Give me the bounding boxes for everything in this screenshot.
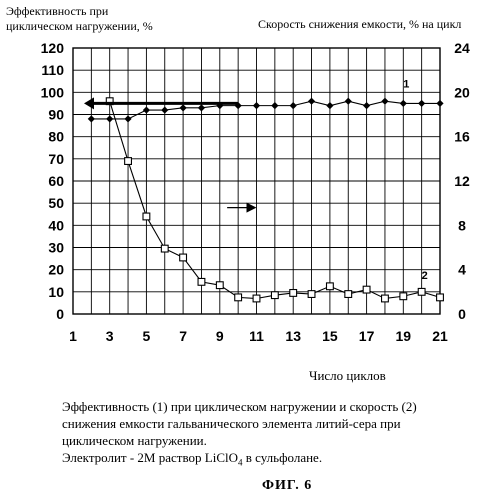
y-left-tick-label: 110 bbox=[41, 62, 64, 78]
series-1-point bbox=[106, 115, 114, 123]
x-tick-label: 13 bbox=[285, 328, 301, 344]
series-2-point bbox=[215, 281, 224, 290]
y-left-tick-label: 60 bbox=[48, 173, 64, 189]
series-1-point bbox=[326, 102, 334, 110]
series-2-point bbox=[436, 293, 444, 302]
annotation-arrow-head bbox=[246, 202, 257, 213]
series-1-point bbox=[142, 106, 150, 114]
caption-line-4-prefix: Электролит - 2М раствор LiClO bbox=[62, 450, 238, 465]
y-left-tick-label: 30 bbox=[48, 240, 64, 256]
series-1-point bbox=[161, 106, 169, 114]
x-tick-label: 17 bbox=[359, 328, 375, 344]
caption-line-2: снижения емкости гальванического элемент… bbox=[62, 416, 401, 431]
series-1-point bbox=[381, 97, 389, 105]
series-1-point bbox=[363, 102, 371, 110]
series-1-point bbox=[87, 115, 95, 123]
series-2-point bbox=[142, 212, 151, 221]
y-right-tick-label: 16 bbox=[454, 129, 470, 145]
y-right-tick-label: 4 bbox=[458, 262, 466, 278]
y-left-tick-label: 70 bbox=[48, 151, 64, 167]
y-left-tick-label: 20 bbox=[48, 262, 64, 278]
series-2-point bbox=[362, 285, 371, 294]
x-tick-label: 11 bbox=[249, 328, 264, 344]
series-2-point bbox=[417, 287, 426, 296]
series-2-point bbox=[270, 291, 279, 300]
x-tick-label: 1 bbox=[69, 328, 77, 344]
series-1-point bbox=[289, 102, 297, 110]
y-left-tick-label: 90 bbox=[48, 107, 64, 123]
y-axis-right-label: Скорость снижения емкости, % на цикл bbox=[258, 17, 462, 31]
figure-label: ФИГ. 6 bbox=[262, 478, 313, 493]
y-right-tick-label: 8 bbox=[458, 217, 466, 233]
y-left-tick-label: 100 bbox=[41, 84, 65, 100]
x-tick-label: 7 bbox=[179, 328, 187, 344]
series-1-point bbox=[307, 97, 316, 105]
x-tick-label: 3 bbox=[106, 328, 114, 344]
y-axis-left-label-line-2: циклическом нагружении, % bbox=[6, 19, 153, 33]
series-2-point bbox=[289, 288, 298, 297]
plot-frame bbox=[72, 47, 441, 315]
y-right-tick-label: 24 bbox=[454, 40, 470, 56]
caption-line-4-suffix: в сульфолане. bbox=[242, 450, 323, 465]
series-2-point bbox=[380, 294, 389, 303]
series-2-point bbox=[179, 253, 188, 262]
series-1-point bbox=[399, 99, 407, 108]
annotation-arrow-head bbox=[84, 97, 95, 110]
series-2-label: 2 bbox=[422, 270, 428, 282]
x-tick-label: 15 bbox=[322, 328, 338, 344]
series-1-point bbox=[124, 115, 132, 123]
y-left-tick-label: 50 bbox=[48, 195, 64, 211]
y-left-tick-label: 120 bbox=[41, 40, 65, 56]
series-1-point bbox=[436, 99, 444, 108]
caption-line-1: Эффективность (1) при циклическом нагруж… bbox=[62, 399, 417, 414]
x-axis-label: Число циклов bbox=[309, 368, 386, 383]
y-left-tick-label: 0 bbox=[56, 306, 64, 322]
series-2-point bbox=[252, 294, 261, 303]
y-right-tick-label: 12 bbox=[454, 173, 470, 189]
y-left-tick-label: 80 bbox=[48, 129, 64, 145]
y-left-tick-label: 40 bbox=[48, 217, 64, 233]
series-1-point bbox=[197, 104, 206, 112]
y-left-tick-label: 10 bbox=[48, 284, 64, 300]
series-2-point bbox=[344, 290, 353, 298]
y-right-tick-label: 20 bbox=[454, 84, 470, 100]
series-1-point bbox=[252, 102, 261, 110]
x-tick-label: 9 bbox=[216, 328, 224, 344]
series-2-point bbox=[307, 290, 316, 298]
y-axis-left-label: Эффективность при циклическом нагружении… bbox=[6, 4, 206, 34]
series-2-point bbox=[234, 293, 243, 302]
x-tick-label: 19 bbox=[396, 328, 412, 344]
series-2-point bbox=[124, 157, 133, 165]
caption-line-3: циклическом нагружении. bbox=[62, 433, 207, 448]
series-1-label: 1 bbox=[403, 78, 409, 90]
caption-line-4: Электролит - 2М раствор LiClO4 в сульфол… bbox=[62, 449, 482, 472]
series-1-point bbox=[344, 97, 352, 105]
series-1-point bbox=[179, 104, 187, 112]
series-2-point bbox=[325, 282, 334, 291]
y-right-tick-label: 0 bbox=[458, 306, 466, 322]
series-2-point bbox=[160, 244, 169, 253]
series-1-point bbox=[271, 102, 279, 110]
series-1-point bbox=[418, 99, 426, 108]
caption-line-4-subscript: 4 bbox=[238, 457, 243, 468]
x-tick-label: 21 bbox=[432, 328, 448, 344]
y-axis-left-label-line-1: Эффективность при bbox=[6, 4, 109, 18]
series-2-point bbox=[197, 277, 206, 286]
x-tick-label: 5 bbox=[143, 328, 151, 344]
series-2-point bbox=[399, 292, 408, 301]
figure-caption: Эффективность (1) при циклическом нагруж… bbox=[62, 398, 482, 472]
